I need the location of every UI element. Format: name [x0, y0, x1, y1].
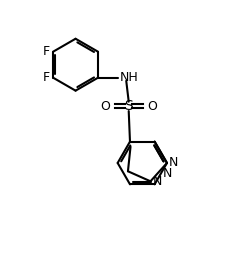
- Text: O: O: [147, 100, 157, 113]
- Text: O: O: [100, 100, 110, 113]
- Text: S: S: [124, 99, 133, 113]
- Text: N: N: [169, 156, 178, 169]
- Text: N: N: [152, 175, 162, 188]
- Text: F: F: [43, 71, 50, 84]
- Text: N: N: [163, 167, 172, 180]
- Text: F: F: [43, 45, 50, 58]
- Text: NH: NH: [119, 71, 138, 84]
